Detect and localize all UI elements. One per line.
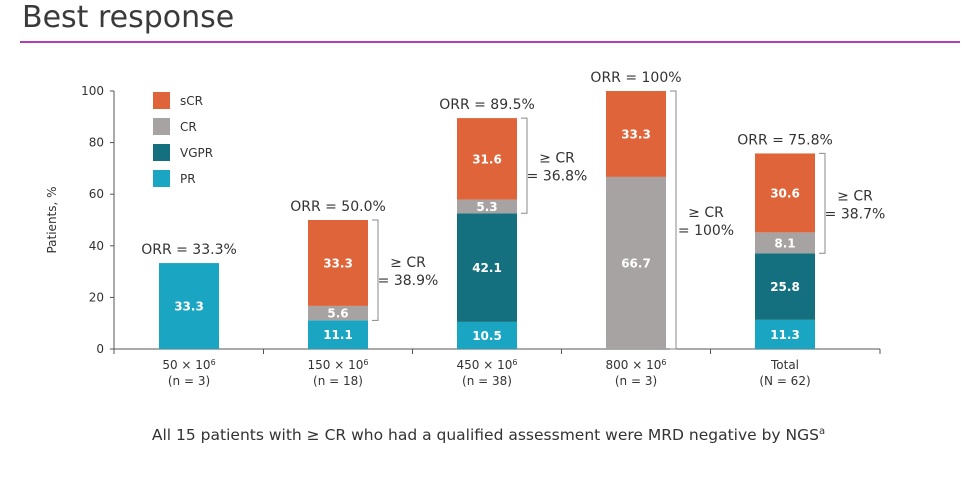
category-n-label: (n = 18) [313, 374, 363, 388]
bar-value-label: 33.3 [323, 256, 353, 270]
bar-segment-pr [755, 319, 815, 349]
cr-bracket-label: ≥ CR [390, 255, 426, 271]
bar-value-label: 5.6 [327, 307, 348, 321]
cr-bracket-value: = 100% [678, 223, 734, 239]
legend-label: CR [180, 120, 197, 134]
bar-segment-cr [755, 232, 815, 254]
orr-label: ORR = 100% [590, 70, 681, 86]
footnote-superscript: a [818, 426, 826, 437]
legend-label: PR [180, 172, 196, 186]
cr-bracket-value: = 38.9% [378, 273, 439, 289]
category-n-label: (n = 3) [615, 374, 657, 388]
best-response-chart: 0 20 40 60 80 100 Patients, % 33.3 ORR = 33.3% 50… [45, 70, 886, 388]
bar-segment-pr [159, 263, 219, 349]
category-n-label: (N = 62) [759, 374, 810, 388]
category-label: 450 × 106 [457, 358, 518, 373]
cr-bracket-label: ≥ CR [539, 151, 575, 167]
cr-bracket-label: ≥ CR [688, 205, 724, 221]
bar-value-label: 10.5 [472, 329, 502, 343]
bar-segment-cr [457, 199, 517, 214]
cr-bracket [372, 219, 379, 321]
cr-bracket-value: = 38.7% [825, 206, 886, 222]
bar-value-label: 66.7 [621, 256, 651, 270]
footnote: All 15 patients with ≥ CR who had a qual… [0, 426, 977, 444]
category-n-label: (n = 3) [168, 374, 210, 388]
category-label: 50 × 106 [162, 358, 215, 373]
category-label: Total [770, 358, 799, 372]
legend-swatch-cr [153, 118, 170, 135]
cr-bracket [521, 117, 528, 214]
bar-value-label: 42.1 [472, 261, 502, 275]
bar-value-label: 30.6 [770, 186, 800, 200]
bar-value-label: 31.6 [472, 152, 502, 166]
category-label: 150 × 106 [308, 358, 369, 373]
bar-value-label: 33.3 [174, 300, 204, 314]
legend-label: sCR [180, 94, 203, 108]
bar-segment-scr [457, 118, 517, 200]
bar-segment-pr [308, 320, 368, 349]
bar-segment-cr [606, 176, 666, 349]
y-axis-label: Patients, % [45, 186, 59, 253]
bar-segment-vgpr [755, 253, 815, 320]
category-label: 800 × 106 [606, 358, 667, 373]
legend-swatch-pr [153, 170, 170, 187]
legend-swatch-scr [153, 92, 170, 109]
orr-label: ORR = 75.8% [737, 132, 833, 148]
orr-label: ORR = 50.0% [290, 199, 386, 215]
bar-value-label: 33.3 [621, 127, 651, 141]
category-n-label: (n = 38) [462, 374, 512, 388]
bar-segment-scr [755, 153, 815, 233]
y-tick-label: 100 [81, 84, 104, 98]
cr-bracket [670, 90, 677, 350]
bar-segment-pr [457, 321, 517, 349]
cr-bracket [819, 152, 826, 254]
bar-value-label: 5.3 [476, 200, 497, 214]
y-tick-label: 0 [96, 342, 104, 356]
bar-value-label: 11.1 [323, 328, 353, 342]
orr-label: ORR = 89.5% [439, 97, 535, 113]
legend-label: VGPR [180, 146, 213, 160]
cr-bracket-value: = 36.8% [527, 169, 588, 185]
y-tick-label: 80 [89, 136, 104, 150]
bar-segment-scr [308, 220, 368, 306]
cr-bracket-label: ≥ CR [837, 188, 873, 204]
legend-swatch-vgpr [153, 144, 170, 161]
orr-label: ORR = 33.3% [141, 242, 237, 258]
bar-segment-vgpr [457, 213, 517, 322]
y-tick-label: 20 [89, 290, 104, 304]
page-title: Best response [22, 0, 235, 35]
title-rule [20, 41, 960, 43]
bar-value-label: 11.3 [770, 328, 800, 342]
y-tick-label: 40 [89, 239, 104, 253]
bar-value-label: 25.8 [770, 280, 800, 294]
bar-segment-scr [606, 91, 666, 177]
footnote-text: All 15 patients with ≥ CR who had a qual… [151, 426, 819, 445]
y-tick-label: 60 [89, 187, 104, 201]
bar-value-label: 8.1 [774, 236, 795, 250]
bar-segment-cr [308, 305, 368, 321]
